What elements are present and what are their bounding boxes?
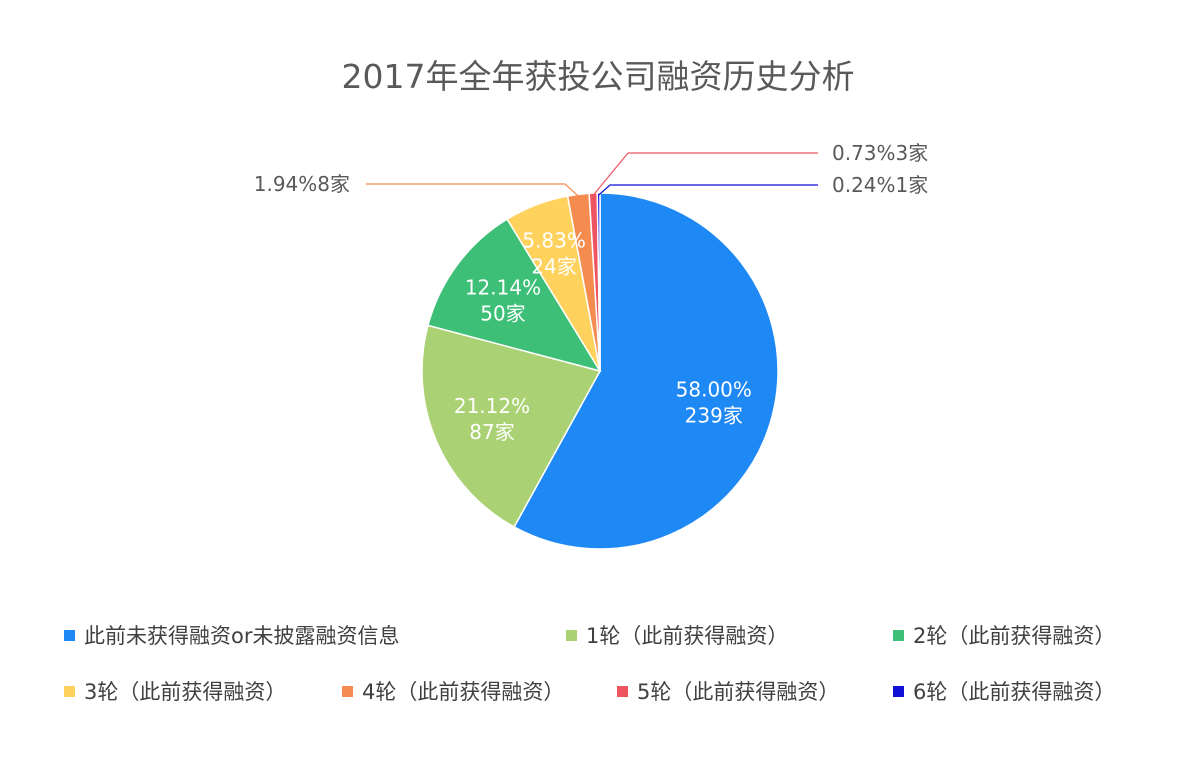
pie-slice-1 [513,192,779,550]
legend-label-3: 2轮（此前获得融资） [913,624,1115,648]
callout-data-labels: 1.94%8家 0.73%3家 0.24%1家 [254,141,929,197]
callout-line-7 [598,184,818,196]
callout-label-7: 0.24%1家 [832,173,928,197]
data-label-percent-1: 58.00% [676,377,752,401]
callout-line-5 [366,183,580,197]
legend: 此前未获得融资or未披露融资信息 1轮（此前获得融资） 2轮（此前获得融资） 3轮（此… [64,624,1115,704]
legend-label-7: 6轮（此前获得融资） [913,680,1115,704]
data-label-count-4: 24家 [531,254,576,278]
inside-data-labels: 58.00%239家 21.12%87家 12.14%50家 5.83%24家 [454,228,752,444]
callout-line-6 [592,152,818,196]
chart-title: 2017年全年获投公司融资历史分析 [342,57,855,96]
legend-label-4: 3轮（此前获得融资） [84,680,286,704]
legend-swatch-2 [566,630,577,641]
data-label-percent-3: 12.14% [465,276,541,300]
legend-item-6: 5轮（此前获得融资） [617,680,839,704]
legend-item-7: 6轮（此前获得融资） [893,680,1115,704]
legend-swatch-6 [617,686,628,697]
legend-item-1: 此前未获得融资or未披露融资信息 [64,624,399,648]
legend-item-3: 2轮（此前获得融资） [893,624,1115,648]
legend-swatch-1 [64,630,75,641]
callout-label-5: 1.94%8家 [254,172,350,196]
legend-item-4: 3轮（此前获得融资） [64,680,286,704]
legend-label-1: 此前未获得融资or未披露融资信息 [84,624,399,648]
legend-swatch-3 [893,630,904,641]
pie-slice-2 [421,324,602,528]
pie-slice-7 [596,192,601,372]
legend-item-2: 1轮（此前获得融资） [566,624,788,648]
data-label-count-3: 50家 [480,302,525,326]
legend-item-5: 4轮（此前获得融资） [342,680,564,704]
data-label-percent-2: 21.12% [454,394,530,418]
callout-label-6: 0.73%3家 [832,141,928,165]
legend-swatch-5 [342,686,353,697]
legend-swatch-7 [893,686,904,697]
data-label-percent-4: 5.83% [522,228,586,252]
data-label-count-2: 87家 [469,420,514,444]
legend-label-6: 5轮（此前获得融资） [637,680,839,704]
legend-swatch-4 [64,686,75,697]
pie-slice-3 [427,218,602,373]
data-label-count-1: 239家 [685,403,743,427]
legend-label-5: 4轮（此前获得融资） [362,680,564,704]
pie-slices [421,192,779,550]
legend-label-2: 1轮（此前获得融资） [586,624,788,648]
